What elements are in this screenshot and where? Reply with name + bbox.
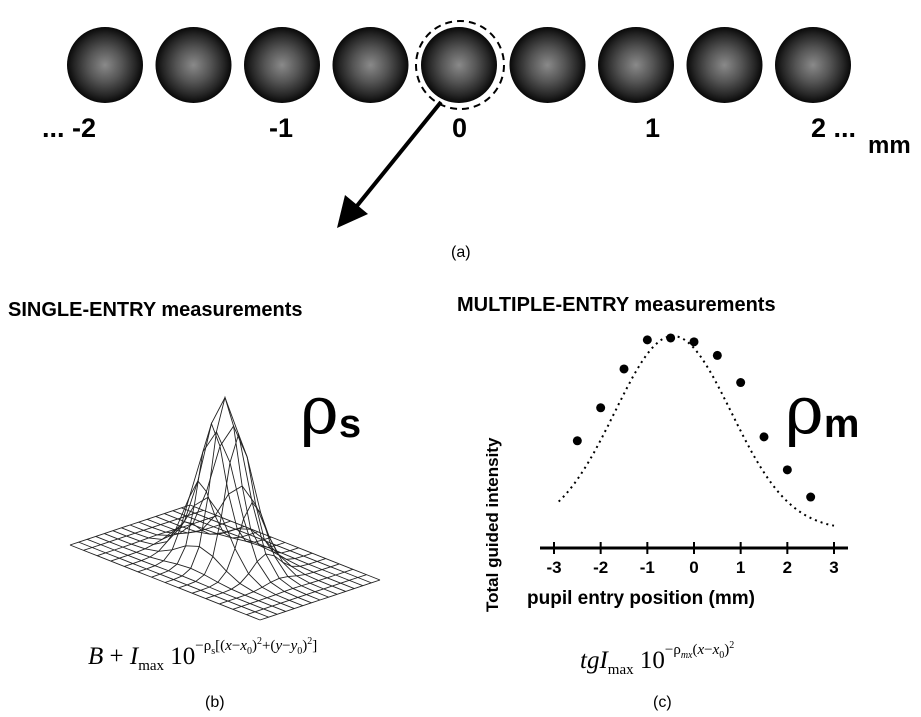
multiple-entry-formula: tgImax 10−ρmx(x−x0)2 — [580, 640, 735, 678]
surface-grid-line — [164, 513, 355, 589]
surface-grid-line — [112, 496, 304, 607]
unit-label-mm: mm — [868, 132, 911, 159]
surface-grid-line — [172, 510, 364, 587]
x-tick-label: 2 — [782, 558, 793, 577]
selection-arrow — [350, 100, 443, 214]
data-point — [782, 465, 792, 475]
data-point — [642, 335, 652, 345]
x-tick-label: -1 — [639, 558, 655, 577]
surface-grid-line — [191, 501, 313, 594]
multiple-entry-title: MULTIPLE-ENTRY measurements — [457, 294, 776, 316]
surface-grid-line — [232, 568, 353, 610]
position-label-minus1: -1 — [269, 113, 294, 143]
surface-grid-line — [205, 553, 326, 599]
surface-plot — [69, 395, 381, 621]
chart-x-axis-label: pupil entry position (mm) — [527, 588, 755, 609]
position-label-2: 2 ... — [811, 113, 857, 143]
panel-label-c: (c) — [653, 694, 672, 711]
pupil-disc — [244, 27, 320, 103]
position-label-minus2: ... -2 — [42, 113, 97, 143]
position-label-1: 1 — [645, 113, 661, 143]
surface-grid-line — [69, 544, 261, 621]
pupil-disc — [686, 27, 763, 103]
x-tick-label: -3 — [546, 558, 562, 577]
intensity-chart — [540, 333, 848, 554]
x-tick-label: 0 — [689, 558, 699, 577]
surface-grid-line — [95, 536, 286, 612]
x-tick-label: -2 — [593, 558, 609, 577]
pupil-disc — [775, 27, 851, 103]
pupil-image-row — [67, 20, 851, 228]
surface-grid-line — [146, 485, 338, 595]
chart-y-axis-label: Total guided intensity — [483, 437, 502, 612]
surface-grid-line — [246, 574, 367, 616]
surface-grid-line — [138, 425, 329, 598]
data-point — [712, 350, 722, 360]
surface-grid-line — [259, 579, 381, 621]
data-point — [759, 432, 769, 442]
data-point — [619, 364, 629, 374]
surface-grid-line — [69, 504, 191, 546]
surface-grid-line — [219, 563, 340, 605]
surface-grid-line — [97, 515, 218, 557]
single-entry-title: SINGLE-ENTRY measurements — [8, 299, 303, 321]
data-point — [572, 436, 582, 446]
data-point — [806, 492, 816, 502]
panel-label-b: (b) — [205, 694, 225, 711]
surface-grid-line — [189, 504, 381, 581]
selection-arrowhead — [337, 195, 368, 228]
x-tick-label: 3 — [829, 558, 839, 577]
pupil-disc — [598, 27, 674, 103]
data-point — [689, 337, 699, 347]
pupil-disc — [67, 27, 143, 103]
single-entry-formula: B + Imax 10−ρs[(x−x0)2+(y−y0)2] — [88, 636, 318, 674]
rho-m-symbol: ρm — [785, 372, 860, 449]
data-point — [596, 403, 606, 413]
surface-grid-line — [129, 396, 321, 601]
surface-grid-line — [151, 422, 272, 578]
surface-grid-line — [178, 432, 299, 589]
surface-grid-line — [181, 507, 372, 584]
panel-label-a: (a) — [451, 244, 471, 261]
position-label-0: 0 — [452, 113, 468, 143]
selected-pupil-outline — [415, 20, 505, 110]
data-point — [666, 333, 676, 343]
rho-s-symbol: ρs — [300, 372, 362, 449]
pupil-disc — [332, 27, 409, 103]
pupil-disc — [155, 27, 232, 103]
x-tick-label: 1 — [735, 558, 746, 577]
data-point — [736, 378, 746, 388]
pupil-disc — [421, 27, 497, 103]
surface-grid-line — [164, 395, 286, 583]
pupil-disc — [509, 27, 586, 103]
surface-grid-line — [86, 538, 278, 615]
